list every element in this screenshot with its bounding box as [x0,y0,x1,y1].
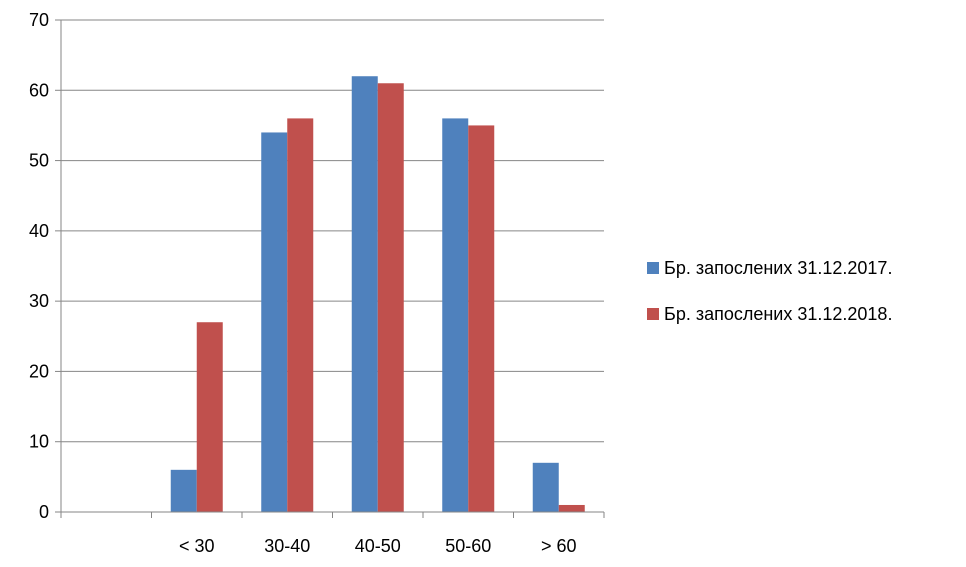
legend-swatch-series2 [647,308,659,320]
x-tick-label: 50-60 [445,536,491,556]
x-tick-label: < 30 [179,536,215,556]
bar-series1-< 30 [170,469,197,512]
y-tick-label: 10 [29,432,49,452]
legend-label-series1: Бр. запослених 31.12.2017. [664,258,892,278]
y-tick-label: 60 [29,80,49,100]
bar-series2-50-60 [468,125,495,512]
legend: Бр. запослених 31.12.2017. Бр. запослених… [647,258,892,324]
gridlines [61,19,604,443]
y-tick-label: 30 [29,291,49,311]
legend-swatch-series1 [647,262,659,274]
y-tick-label: 20 [29,361,49,381]
bar-series1-50-60 [442,118,469,513]
bar-series2-30-40 [287,118,314,513]
bars [170,76,585,513]
x-tick-label: 30-40 [264,536,310,556]
x-tick-label: 40-50 [355,536,401,556]
y-tick-labels: 0 10 20 30 40 50 60 70 [29,10,49,522]
y-tick-label: 40 [29,221,49,241]
bar-series2-< 30 [196,322,223,512]
bar-series1-30-40 [261,132,288,512]
bar-series1-> 60 [532,462,559,512]
axes [55,19,605,518]
bar-series2-> 60 [558,504,585,512]
x-tick-labels: < 30 30-40 40-50 50-60 > 60 [179,536,577,556]
y-tick-label: 70 [29,10,49,30]
x-tick-label: > 60 [541,536,577,556]
bar-series2-40-50 [377,83,404,512]
y-tick-label: 50 [29,151,49,171]
y-tick-label: 0 [39,502,49,522]
legend-label-series2: Бр. запослених 31.12.2018. [664,304,892,324]
bar-series1-40-50 [351,76,378,512]
